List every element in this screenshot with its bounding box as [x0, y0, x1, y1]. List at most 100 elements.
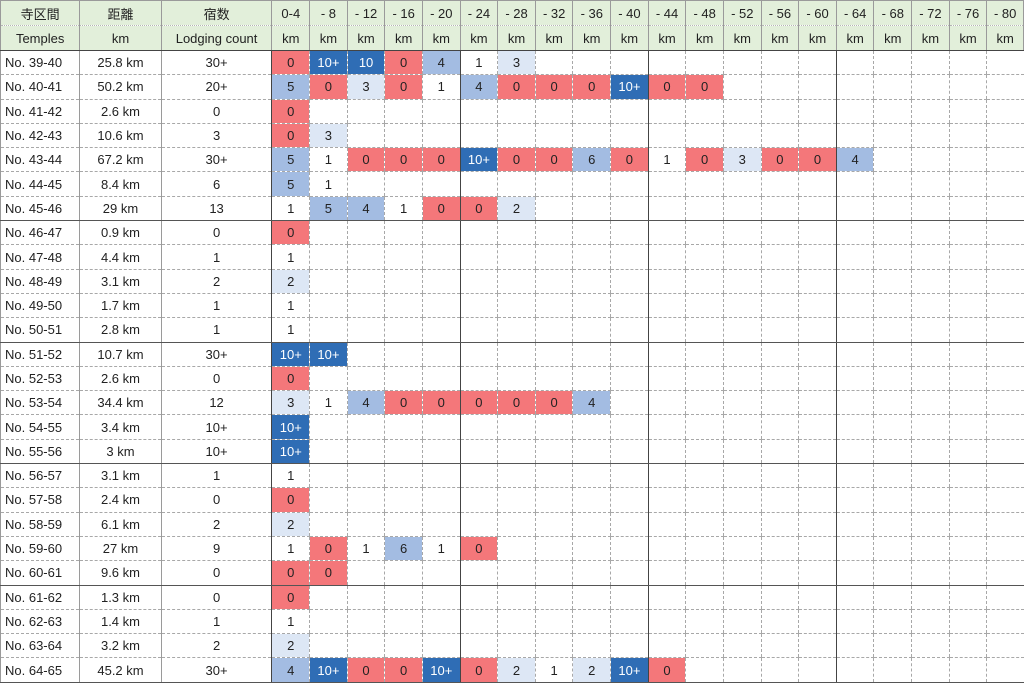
distance-bucket-cell — [835, 342, 874, 367]
distance-bucket-cell — [798, 657, 837, 683]
distance-bucket-cell — [722, 196, 762, 222]
distance-bucket-cell — [421, 220, 461, 246]
distance-bucket-cell — [346, 585, 385, 610]
distance-bucket-cell — [722, 293, 762, 319]
distance-bucket-cell: 0 — [384, 390, 423, 416]
distance-bucket-cell — [760, 50, 799, 76]
distance-bucket-cell — [384, 342, 423, 367]
lodging-count: 2 — [160, 633, 273, 659]
distance-bucket-cell — [647, 99, 686, 124]
distance-bucket-cell: 0 — [647, 74, 686, 100]
distance-bucket-cell — [572, 414, 611, 440]
column-header: - 20 — [421, 0, 461, 26]
distance-bucket-cell — [610, 463, 649, 489]
distance-bucket-cell: 1 — [309, 390, 348, 416]
distance-bucket-cell — [572, 463, 611, 489]
column-subheader: km — [760, 25, 800, 51]
distance-bucket-cell — [948, 99, 987, 124]
table-row: No. 39-40 25.8 km 30+ 0 10+ 10 0 4 1 3 — [0, 50, 1024, 76]
distance-bucket-cell — [384, 244, 423, 270]
distance-bucket-cell — [685, 171, 724, 197]
distance-bucket-cell — [873, 463, 912, 489]
distance-bucket-cell — [497, 366, 536, 392]
distance-bucket-cell: 10+ — [271, 439, 310, 465]
distance-bucket-cell — [610, 390, 649, 416]
column-subheader: km — [421, 25, 461, 51]
distance-bucket-cell — [459, 609, 498, 635]
distance-bucket-cell — [722, 463, 762, 489]
distance-bucket-cell — [534, 342, 573, 367]
distance-bucket-cell: 1 — [271, 463, 310, 489]
distance-bucket-cell — [346, 99, 385, 124]
distance-bucket-cell: 0 — [384, 50, 423, 76]
distance-bucket-cell — [685, 463, 724, 489]
temple-interval: No. 60-61 — [0, 560, 80, 586]
distance-bucket-cell — [572, 269, 611, 294]
distance-bucket-cell — [685, 560, 724, 586]
distance-bucket-cell: 5 — [271, 74, 310, 100]
lodging-count: 0 — [160, 220, 273, 246]
distance-bucket-cell — [948, 171, 987, 197]
distance-bucket-cell — [835, 220, 874, 246]
distance-bucket-cell — [647, 123, 686, 149]
distance-bucket-cell — [760, 293, 799, 319]
distance-bucket-cell: 10+ — [610, 74, 649, 100]
distance-bucket-cell — [497, 512, 536, 537]
distance-bucket-cell — [760, 512, 799, 537]
distance-bucket-cell — [572, 536, 611, 562]
distance-bucket-cell — [722, 269, 762, 294]
distance-bucket-cell — [459, 342, 498, 367]
table-row: No. 63-64 3.2 km 2 2 — [0, 633, 1024, 659]
distance-bucket-cell — [534, 196, 573, 222]
distance-bucket-cell — [497, 317, 536, 343]
distance-bucket-cell — [346, 414, 385, 440]
distance-bucket-cell — [459, 123, 498, 149]
temple-interval: No. 51-52 — [0, 342, 80, 367]
distance-bucket-cell — [873, 585, 912, 610]
distance-bucket-cell — [610, 196, 649, 222]
table-row: No. 55-56 3 km 10+ 10+ — [0, 439, 1024, 465]
distance-bucket-cell — [610, 171, 649, 197]
distance-bucket-cell — [384, 560, 423, 586]
distance-bucket-cell — [459, 293, 498, 319]
distance-bucket-cell — [647, 293, 686, 319]
column-subheader: km — [798, 25, 837, 51]
table-row: No. 42-43 10.6 km 3 0 3 — [0, 123, 1024, 149]
distance-bucket-cell — [835, 487, 874, 513]
table-row: No. 43-44 67.2 km 30+ 5 1 0 0 0 10+ 0 0 6 0 1 0 3 0 0 4 — [0, 147, 1024, 173]
distance-bucket-cell — [760, 585, 799, 610]
distance-bucket-cell — [948, 293, 987, 319]
lodging-count: 2 — [160, 512, 273, 537]
distance-bucket-cell — [722, 123, 762, 149]
distance-bucket-cell — [647, 560, 686, 586]
column-subheader: km — [835, 25, 875, 51]
distance-bucket-cell — [986, 317, 1024, 343]
distance-bucket-cell — [610, 269, 649, 294]
distance-bucket-cell — [986, 342, 1024, 367]
distance: 2.8 km — [79, 317, 162, 343]
distance-bucket-cell — [873, 74, 912, 100]
distance-bucket-cell — [948, 609, 987, 635]
distance-bucket-cell — [421, 414, 461, 440]
distance-bucket-cell — [798, 512, 837, 537]
distance: 10.6 km — [79, 123, 162, 149]
distance-bucket-cell — [760, 463, 799, 489]
distance-bucket-cell: 0 — [271, 123, 310, 149]
distance-bucket-cell — [309, 220, 348, 246]
distance-bucket-cell: 1 — [421, 536, 461, 562]
lodging-count: 30+ — [160, 342, 273, 367]
distance-bucket-cell — [572, 99, 611, 124]
distance-bucket-cell — [986, 366, 1024, 392]
distance: 50.2 km — [79, 74, 162, 100]
temple-interval: No. 44-45 — [0, 171, 80, 197]
distance-bucket-cell — [911, 609, 950, 635]
lodging-count: 12 — [160, 390, 273, 416]
distance-bucket-cell — [835, 657, 874, 683]
temple-interval: No. 39-40 — [0, 50, 80, 76]
distance-bucket-cell — [760, 633, 799, 659]
distance-bucket-cell — [722, 244, 762, 270]
distance-bucket-cell — [685, 244, 724, 270]
distance-bucket-cell — [948, 536, 987, 562]
distance-bucket-cell — [760, 657, 799, 683]
distance-bucket-cell — [873, 633, 912, 659]
